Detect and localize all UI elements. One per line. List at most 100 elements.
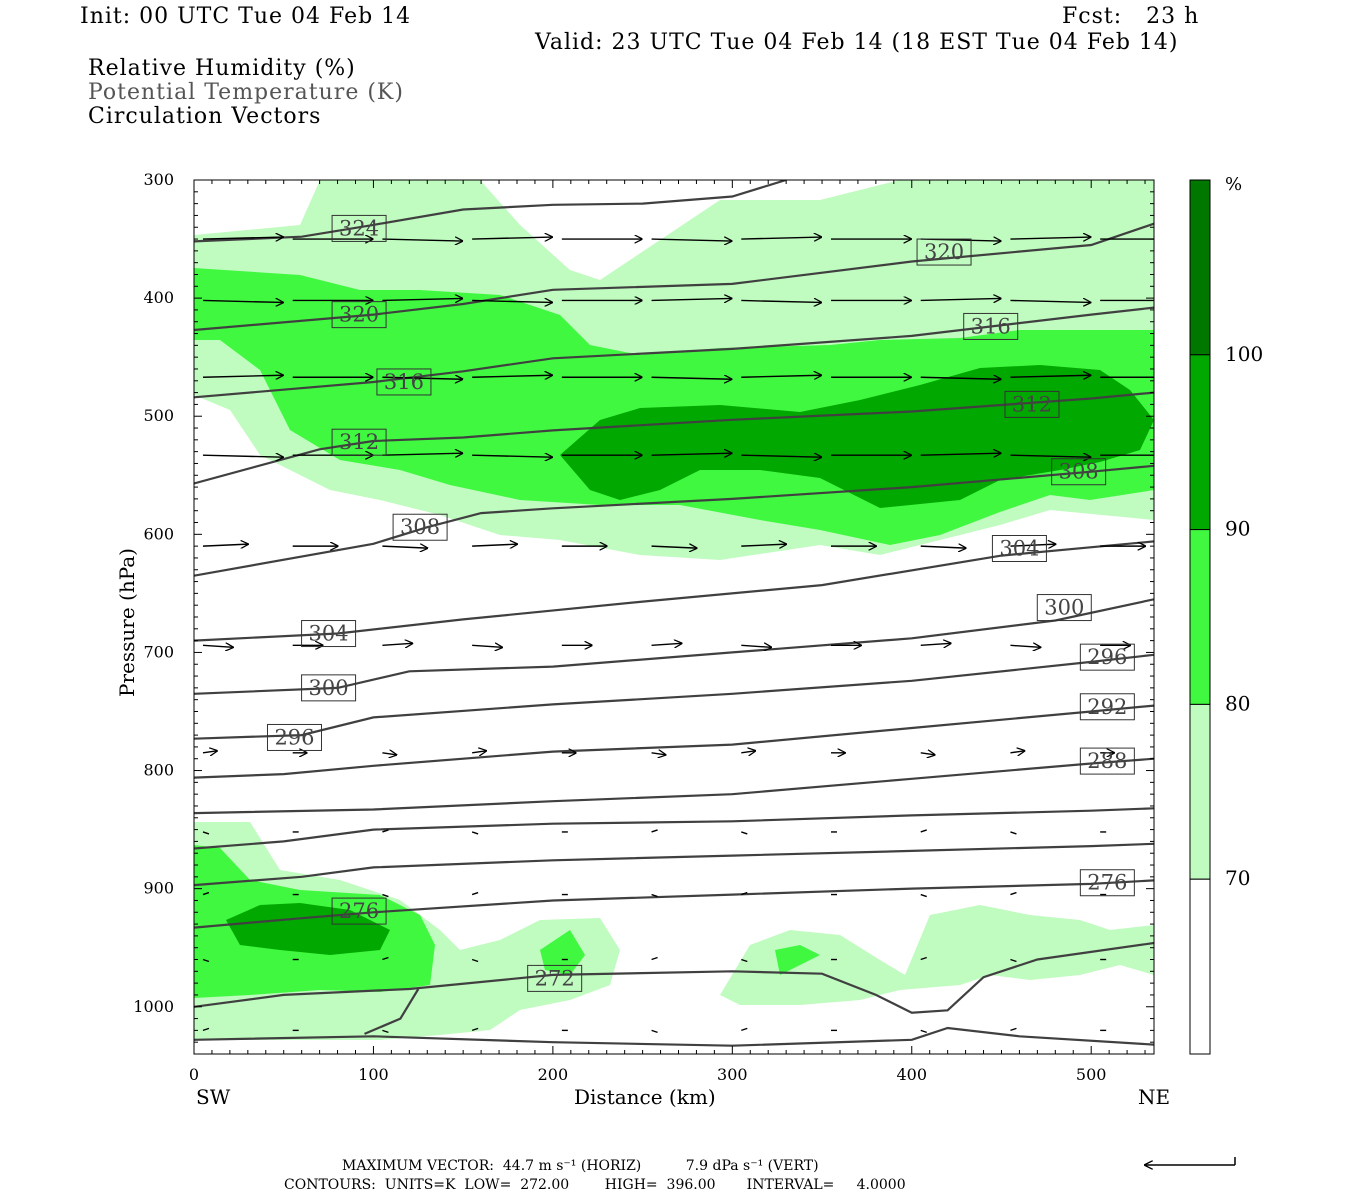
contour-label-box — [331, 428, 387, 456]
colorbar-segment — [1189, 529, 1211, 705]
circulation-vector — [382, 1029, 389, 1034]
circulation-vector — [1010, 375, 1090, 377]
circulation-vector — [651, 956, 658, 961]
field-vectors-title: Circulation Vectors — [88, 104, 322, 129]
circulation-vector — [202, 300, 283, 302]
circulation-vector — [471, 1027, 479, 1032]
y-tick-label: 500 — [143, 406, 174, 425]
x-tick-label: 400 — [896, 1065, 927, 1084]
contour-label: 276 — [1087, 871, 1127, 895]
theta-contour-line — [194, 306, 1154, 399]
contours-caption: CONTOURS: UNITS=K LOW= 272.00 HIGH= 396.… — [284, 1177, 906, 1193]
circulation-vector — [651, 893, 658, 898]
circulation-vector — [202, 375, 283, 377]
circulation-vector — [1010, 958, 1017, 963]
contour-label: 288 — [1087, 749, 1127, 773]
circulation-vector — [741, 751, 755, 753]
contour-label-box — [963, 312, 1019, 340]
circulation-vector — [382, 829, 389, 833]
circulation-vector — [382, 453, 462, 455]
contour-label-box — [1079, 643, 1135, 671]
y-tick-label: 300 — [143, 170, 174, 189]
contour-label: 308 — [400, 515, 440, 539]
contour-label: 304 — [999, 536, 1039, 560]
circulation-vector — [1010, 1027, 1017, 1032]
contour-label-box — [331, 214, 387, 242]
rh-80-lower-mid — [540, 930, 585, 975]
contour-label-box — [331, 301, 387, 329]
circulation-vector — [472, 455, 552, 457]
colorbar-segment — [1189, 878, 1211, 1055]
circulation-vector — [202, 751, 217, 753]
circulation-vector — [651, 377, 732, 379]
circulation-vector — [920, 1029, 927, 1034]
circulation-vector — [920, 893, 927, 898]
circulation-vector — [920, 546, 966, 548]
circulation-vector — [472, 300, 552, 302]
contour-label-box — [527, 964, 583, 992]
theta-contour-line — [194, 464, 1154, 577]
valid-time: Valid: 23 UTC Tue 04 Feb 14 (18 EST Tue … — [535, 30, 1179, 55]
circulation-vector — [741, 1027, 748, 1032]
y-tick-label: 400 — [143, 288, 174, 307]
theta-contour-line — [194, 222, 1154, 332]
circulation-vector — [202, 891, 210, 896]
contour-label: 316 — [384, 370, 424, 394]
circulation-vector — [920, 829, 927, 833]
contour-label: 304 — [309, 622, 349, 646]
circulation-vector — [920, 643, 951, 645]
circulation-vector — [202, 544, 248, 546]
circulation-vector — [202, 958, 210, 963]
field-theta-title: Potential Temperature (K) — [88, 80, 404, 105]
circulation-vector — [472, 375, 552, 377]
contour-label: 300 — [1044, 596, 1084, 620]
contour-label: 312 — [1012, 392, 1052, 416]
circulation-vector — [382, 298, 462, 300]
circulation-vector — [1010, 237, 1090, 239]
theta-contour-line — [194, 879, 1154, 929]
theta-contour-line — [194, 842, 1154, 887]
theta-contours — [194, 180, 1154, 1047]
circulation-vector — [202, 1027, 210, 1032]
theta-contour-line — [194, 540, 1154, 642]
contour-label: 324 — [339, 216, 379, 240]
y-tick-label: 700 — [143, 642, 174, 661]
theta-contour-line — [194, 180, 787, 243]
circulation-vectors — [202, 237, 1154, 1034]
circulation-vector — [1010, 300, 1090, 302]
contour-label: 300 — [309, 676, 349, 700]
rh-80-lower-right — [775, 945, 820, 975]
circulation-vector — [920, 453, 1001, 455]
circulation-vector — [651, 753, 666, 755]
circulation-vector — [651, 546, 697, 548]
circulation-vector — [472, 544, 517, 546]
circulation-vector — [1010, 455, 1090, 457]
circulation-vector — [741, 544, 786, 546]
circulation-vector — [382, 377, 462, 379]
circulation-vector — [920, 377, 1001, 379]
y-axis-label: Pressure (hPa) — [115, 548, 139, 697]
circulation-vector — [651, 643, 682, 645]
colorbar-segment — [1189, 703, 1211, 880]
x-axis-label: Distance (km) — [574, 1085, 716, 1109]
colorbar-segment — [1189, 354, 1211, 531]
x-end-label-left: SW — [196, 1085, 231, 1109]
colorbar-level-label: 70 — [1225, 866, 1250, 890]
theta-contour-line — [194, 653, 1154, 740]
contour-label-box — [331, 897, 387, 925]
circulation-vector — [1010, 891, 1017, 896]
circulation-vector — [1010, 831, 1017, 835]
circulation-vector — [651, 453, 732, 455]
circulation-vector — [651, 239, 732, 241]
circulation-vector — [472, 751, 486, 753]
y-tick-label: 900 — [143, 879, 174, 898]
colorbar-level-label: 90 — [1225, 517, 1250, 541]
contour-label: 296 — [1087, 645, 1127, 669]
circulation-vector — [1010, 751, 1024, 753]
contour-label: 272 — [535, 966, 575, 990]
contour-label: 312 — [339, 430, 379, 454]
theta-contour-labels: 324 320 320 316 316 312 312 308 308 304 304 300 300 2… — [266, 214, 1135, 992]
theta-contour-line — [194, 704, 1154, 779]
init-time: Init: 00 UTC Tue 04 Feb 14 — [80, 4, 412, 29]
